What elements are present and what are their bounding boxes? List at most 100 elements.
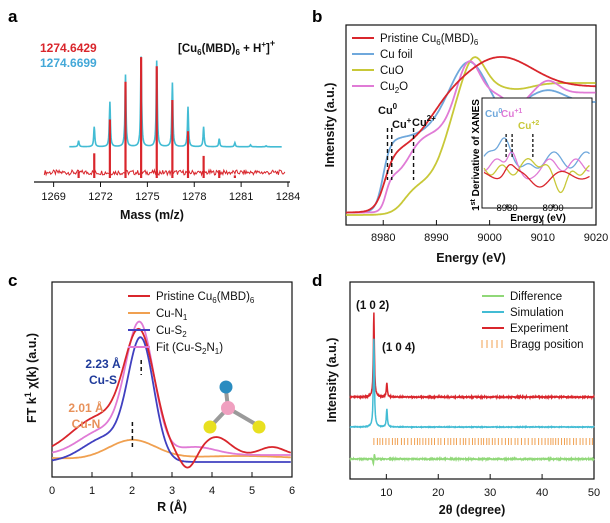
panel-a-tick-label: 1278	[182, 191, 206, 203]
panel-a-formula: [Cu6(MBD)6 + H+]+	[178, 38, 275, 57]
panel-d-x-ticks: 10 20 30 40 50	[380, 474, 600, 499]
panel-c-tick-label: 2	[129, 485, 135, 497]
panel-b-legend-item: Cu foil	[380, 49, 413, 61]
panel-c-tick-label: 4	[209, 485, 215, 497]
panel-c-cus-label: Cu-S	[89, 373, 117, 387]
nitrogen-atom	[219, 380, 233, 394]
panel-b-edge-label: Cu0	[378, 102, 398, 117]
panel-a-xlabel: Mass (m/z)	[120, 208, 184, 222]
panel-a-sim-mass: 1274.6699	[40, 56, 97, 70]
panel-a: 1269 1272 1275 1278 1281 1284 Mass (m/z) 1274…	[34, 38, 300, 222]
panel-b-inset-tick-label: 8990	[543, 203, 564, 214]
panel-label-a: a	[8, 7, 18, 26]
panel-c-x-ticks: 0 1 2 3 4 5 6	[49, 472, 295, 497]
panel-d-legend: Difference Simulation Experiment Bragg posi…	[481, 291, 584, 351]
panel-a-tick-label: 1281	[229, 191, 253, 203]
panel-c-legend-item: Cu-N1	[156, 308, 188, 322]
panel-c-tick-label: 0	[49, 485, 55, 497]
panel-b-tick-label: 8990	[424, 232, 448, 244]
panel-label-d: d	[312, 271, 322, 290]
panel-d-peak-label-102: (1 0 2)	[356, 300, 389, 312]
panel-b-edge-label: Cu2+	[412, 114, 436, 129]
panel-a-tick-label: 1272	[88, 191, 112, 203]
panel-a-tick-label: 1284	[276, 191, 300, 203]
panel-d-legend-item: Difference	[510, 291, 562, 303]
sulfur-atom	[203, 420, 217, 434]
panel-b-inset-series-red	[483, 163, 590, 188]
panel-c-cun-distance: 2.01 Å	[68, 400, 104, 415]
panel-b-inset-series-blue	[483, 137, 591, 169]
panel-c-legend: Pristine Cu6(MBD)6 Cu-N1 Cu-S2 Fit (Cu-S2N1…	[128, 291, 255, 356]
panel-d-simulation-line	[349, 338, 595, 430]
panel-b-inset-series-olive	[483, 158, 590, 194]
panel-b-frame	[345, 24, 597, 226]
panel-b-inset-series-pink	[483, 151, 590, 180]
panel-d-tick-label: 20	[432, 487, 444, 499]
panel-b-tick-label: 9010	[531, 232, 555, 244]
panel-b-inset-tick-label: 8980	[496, 203, 517, 214]
panel-c-legend-item: Fit (Cu-S2N1)	[156, 342, 223, 356]
panel-c-series-red	[51, 327, 292, 469]
panel-b-tick-label: 9020	[584, 232, 608, 244]
panel-c-series	[51, 320, 292, 469]
panel-a-experimental-noise	[43, 168, 286, 177]
panel-d-peak-label-104: (1 0 4)	[382, 342, 415, 354]
panel-a-tick-label: 1269	[41, 191, 65, 203]
panel-b-inset-label: Cu0	[485, 108, 502, 120]
panel-c-xlabel: R (Å)	[157, 499, 187, 514]
panel-b-tick-label: 8980	[371, 232, 395, 244]
panel-b-legend-item: Cu2O	[380, 81, 408, 95]
panel-d-experiment-line	[349, 312, 595, 401]
panel-c-series-purple	[51, 336, 291, 463]
sulfur-atom	[252, 420, 266, 434]
panel-d-legend-item: Simulation	[510, 307, 564, 319]
panel-d-legend-item: Bragg position	[510, 339, 584, 351]
panel-a-experimental-series	[77, 57, 236, 178]
panel-d-tick-label: 40	[536, 487, 548, 499]
panel-c-cun-label: Cu-N	[72, 417, 101, 431]
panel-b-inset-series	[483, 134, 591, 194]
copper-atom	[221, 401, 235, 415]
panel-b-inset-ticks: 8980 8990	[496, 203, 563, 214]
panel-b-legend: Pristine Cu6(MBD)6 Cu foil CuO Cu2O	[352, 33, 479, 95]
panel-b-inset-frame	[481, 97, 593, 209]
panel-d-frame	[349, 281, 595, 480]
panel-b: 8980 8990 9000 9010 9020 Energy (eV) Intensi…	[323, 24, 608, 265]
molecule-illustration	[203, 380, 266, 434]
panel-d-legend-item: Experiment	[510, 323, 569, 335]
panel-c-tick-label: 3	[169, 485, 175, 497]
panel-b-edge-label: Cu+	[392, 116, 412, 131]
panel-d-difference-line	[349, 454, 595, 467]
panel-b-x-ticks: 8980 8990 9000 9010 9020	[371, 220, 608, 244]
panel-b-inset-ylabel: 1st Derivative of XANES	[470, 99, 482, 211]
panel-c-tick-label: 6	[289, 485, 295, 497]
panel-a-simulated-series	[69, 56, 282, 148]
panel-b-tick-label: 9000	[477, 232, 501, 244]
panel-b-series-pink	[346, 60, 596, 214]
panel-d-tick-label: 10	[380, 487, 392, 499]
panel-c-cus-distance: 2.23 Å	[85, 356, 121, 371]
panel-c-tick-label: 5	[249, 485, 255, 497]
panel-label-c: c	[8, 271, 17, 290]
panel-a-tick-label: 1275	[135, 191, 159, 203]
panel-label-b: b	[312, 7, 322, 26]
panel-a-simulated-line	[69, 56, 282, 148]
panel-b-legend-item: CuO	[380, 65, 404, 77]
panel-b-ylabel: Intensity (a.u.)	[323, 83, 337, 168]
panel-b-series	[346, 56, 596, 216]
panel-b-legend-item: Pristine Cu6(MBD)6	[380, 33, 479, 47]
panel-c: 0 1 2 3 4 5 6 R (Å) FT k1 χ(k) (a.u.) Pristine…	[23, 281, 295, 514]
panel-d-series	[349, 312, 595, 467]
panel-c-legend-item: Cu-S2	[156, 325, 187, 339]
panel-d-tick-label: 50	[588, 487, 600, 499]
panel-b-inset-label: Cu+1	[501, 108, 522, 120]
panel-b-inset-xlabel: Energy (eV)	[510, 213, 566, 224]
panel-a-experimental-baseline	[43, 168, 286, 177]
panel-c-legend-item: Pristine Cu6(MBD)6	[156, 291, 255, 305]
panel-b-xlabel: Energy (eV)	[436, 251, 505, 265]
panel-d-tick-label: 30	[484, 487, 496, 499]
panel-d-ylabel: Intensity (a.u.)	[325, 338, 339, 423]
